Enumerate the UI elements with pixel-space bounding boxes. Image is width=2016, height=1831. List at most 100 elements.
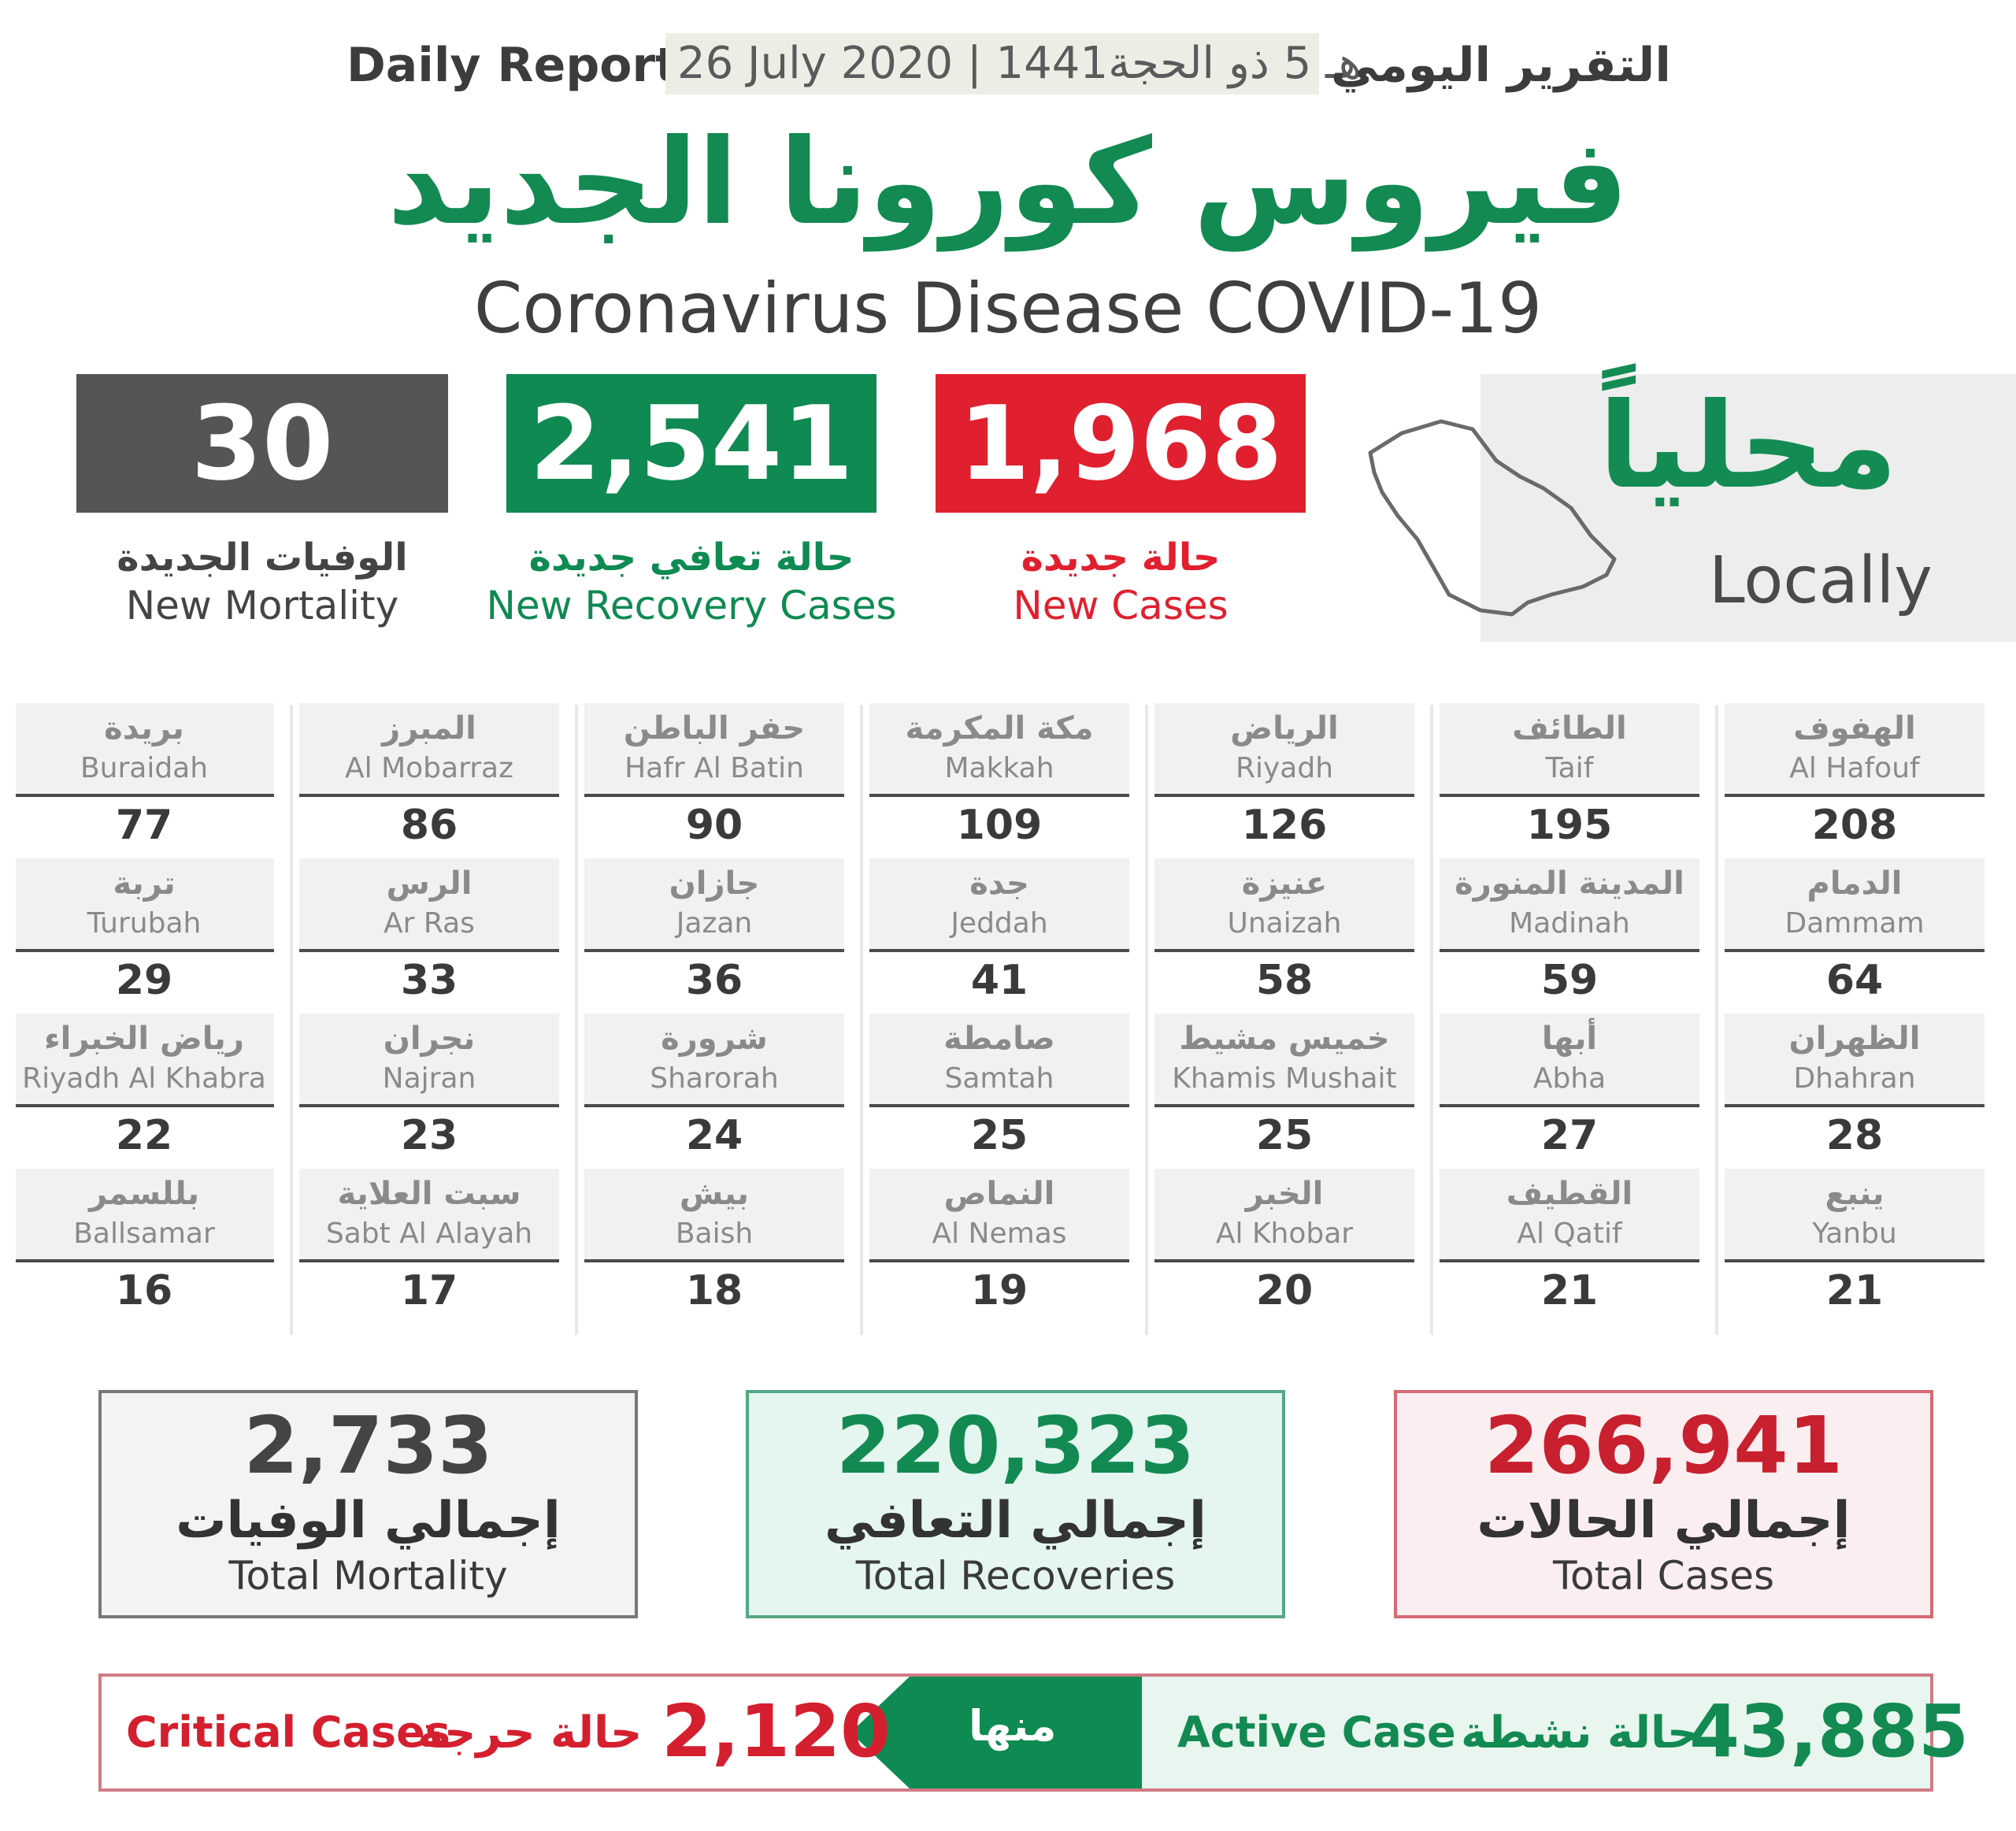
total-mortality-card: 2,733 إجمالي الوفيات Total Mortality bbox=[98, 1390, 638, 1618]
city-divider bbox=[1440, 1104, 1699, 1107]
city-name-ar: خميس مشيط bbox=[1179, 1021, 1390, 1057]
city-name-en: Riyadh Al Khabra bbox=[22, 1062, 266, 1095]
city-name-ar: تربة bbox=[113, 865, 176, 902]
city-cell-bg bbox=[1440, 703, 1699, 794]
city-name-ar: ينبع bbox=[1825, 1176, 1884, 1212]
city-cell-bg bbox=[1154, 703, 1414, 794]
city-name-ar: الدمام bbox=[1807, 865, 1903, 902]
total-recoveries-label-ar: إجمالي التعافي bbox=[825, 1492, 1206, 1550]
city-name-en: Riyadh bbox=[1235, 752, 1334, 784]
critical-cases-value: 2,120 bbox=[662, 1689, 891, 1774]
city-cases-grid: الهفوف Al Hafouf 208 الطائف Taif 195 الرياض Riy… bbox=[16, 703, 2000, 1333]
city-name-ar: القطيف bbox=[1506, 1176, 1633, 1212]
city-cell-bg bbox=[869, 1014, 1129, 1104]
city-name-en: Jeddah bbox=[951, 907, 1048, 940]
city-divider bbox=[869, 949, 1129, 952]
city-cell-bg bbox=[299, 703, 559, 794]
city-case-count: 126 bbox=[1241, 802, 1328, 849]
new-cases-label-en: New Cases bbox=[1013, 583, 1228, 628]
city-cell: الهفوف Al Hafouf 208 bbox=[1725, 703, 1984, 849]
city-case-count: 17 bbox=[400, 1267, 458, 1314]
city-name-en: Yanbu bbox=[1812, 1218, 1897, 1250]
city-name-ar: صامطة bbox=[943, 1021, 1055, 1057]
column-separator bbox=[290, 705, 293, 1335]
city-name-en: Samtah bbox=[944, 1062, 1054, 1095]
column-separator bbox=[860, 705, 863, 1335]
city-name-ar: المبرز bbox=[382, 710, 476, 747]
city-name-ar: جازان bbox=[669, 865, 760, 902]
city-case-count: 18 bbox=[685, 1267, 743, 1314]
city-name-ar: الظهران bbox=[1788, 1021, 1921, 1057]
city-divider bbox=[1440, 794, 1699, 797]
city-cell: المدينة المنورة Madinah 59 bbox=[1440, 858, 1699, 1004]
total-cases-value: 266,941 bbox=[1484, 1399, 1844, 1492]
city-cell-bg bbox=[299, 1169, 559, 1259]
city-cell-bg bbox=[16, 703, 274, 794]
city-cell-bg bbox=[16, 858, 274, 949]
city-name-ar: نجران bbox=[383, 1021, 476, 1057]
main-title-ar: فيروس كورونا الجديد bbox=[387, 114, 1629, 251]
new-recovery-label-ar: حالة تعافي جديدة bbox=[528, 536, 854, 580]
city-cell: صامطة Samtah 25 bbox=[869, 1014, 1129, 1159]
city-divider bbox=[869, 1259, 1129, 1262]
city-name-ar: بريدة bbox=[104, 710, 184, 747]
city-name-en: Khamis Mushait bbox=[1172, 1062, 1397, 1095]
daily-report-title: Daily Report bbox=[346, 38, 678, 93]
city-name-en: Al Qatif bbox=[1517, 1218, 1622, 1250]
city-divider bbox=[299, 1259, 559, 1262]
city-cell-bg bbox=[1440, 1169, 1699, 1259]
city-divider bbox=[299, 949, 559, 952]
city-cell: شرورة Sharorah 24 bbox=[584, 1014, 844, 1159]
city-cell: بريدة Buraidah 77 bbox=[16, 703, 274, 849]
total-mortality-label-ar: إجمالي الوفيات bbox=[176, 1492, 561, 1550]
city-cell-bg bbox=[16, 1169, 274, 1259]
city-divider bbox=[1725, 1259, 1984, 1262]
city-name-en: Taif bbox=[1545, 752, 1594, 784]
city-name-ar: الطائف bbox=[1512, 710, 1627, 747]
report-date: 26 July 2020 | 1441هـ 5 ذو الحجة bbox=[677, 38, 1362, 89]
city-cell: الظهران Dhahran 28 bbox=[1725, 1014, 1984, 1159]
city-divider bbox=[1154, 1104, 1414, 1107]
of-which-label: منها bbox=[969, 1701, 1057, 1751]
city-case-count: 59 bbox=[1540, 957, 1599, 1004]
city-cell: تربة Turubah 29 bbox=[16, 858, 274, 1004]
city-case-count: 25 bbox=[970, 1112, 1028, 1159]
city-cell-bg bbox=[584, 1169, 844, 1259]
main-title-en: Coronavirus Disease COVID-19 bbox=[473, 268, 1543, 349]
city-cell-bg bbox=[584, 1014, 844, 1104]
city-cell: الخبر Al Khobar 20 bbox=[1154, 1169, 1414, 1314]
city-divider bbox=[16, 949, 274, 952]
column-separator bbox=[1145, 705, 1148, 1335]
city-cell-bg bbox=[869, 703, 1129, 794]
city-cell-bg bbox=[869, 1169, 1129, 1259]
active-cases-panel bbox=[1134, 1677, 1930, 1788]
city-case-count: 19 bbox=[970, 1267, 1028, 1314]
city-cell: مكة المكرمة Makkah 109 bbox=[869, 703, 1129, 849]
city-name-ar: شرورة bbox=[661, 1021, 768, 1057]
city-name-en: Turubah bbox=[87, 907, 202, 940]
city-name-en: Dammam bbox=[1784, 907, 1925, 940]
city-case-count: 22 bbox=[115, 1112, 173, 1159]
city-cell-bg bbox=[584, 858, 844, 949]
city-cell: الطائف Taif 195 bbox=[1440, 703, 1699, 849]
city-divider bbox=[1440, 1259, 1699, 1262]
city-cell: النماص Al Nemas 19 bbox=[869, 1169, 1129, 1314]
new-mortality-label-en: New Mortality bbox=[125, 583, 399, 628]
city-case-count: 24 bbox=[685, 1112, 743, 1159]
city-cell-bg bbox=[1154, 1169, 1414, 1259]
total-mortality-label-en: Total Mortality bbox=[228, 1553, 508, 1599]
total-mortality-value: 2,733 bbox=[243, 1399, 493, 1492]
city-cell: ينبع Yanbu 21 bbox=[1725, 1169, 1984, 1314]
city-name-en: Baish bbox=[675, 1218, 754, 1250]
column-separator bbox=[575, 705, 578, 1335]
city-divider bbox=[1725, 794, 1984, 797]
saudi-map-icon bbox=[1368, 419, 1617, 617]
city-name-ar: بيش bbox=[680, 1176, 749, 1212]
city-cell: خميس مشيط Khamis Mushait 25 bbox=[1154, 1014, 1414, 1159]
city-case-count: 33 bbox=[400, 957, 458, 1004]
total-cases-label-ar: إجمالي الحالات bbox=[1477, 1492, 1851, 1550]
new-cases-label-ar: حالة جديدة bbox=[1021, 536, 1221, 580]
city-name-ar: النماص bbox=[943, 1176, 1055, 1212]
city-name-ar: سبت العلاية bbox=[337, 1176, 521, 1212]
city-name-ar: الهفوف bbox=[1793, 710, 1916, 747]
